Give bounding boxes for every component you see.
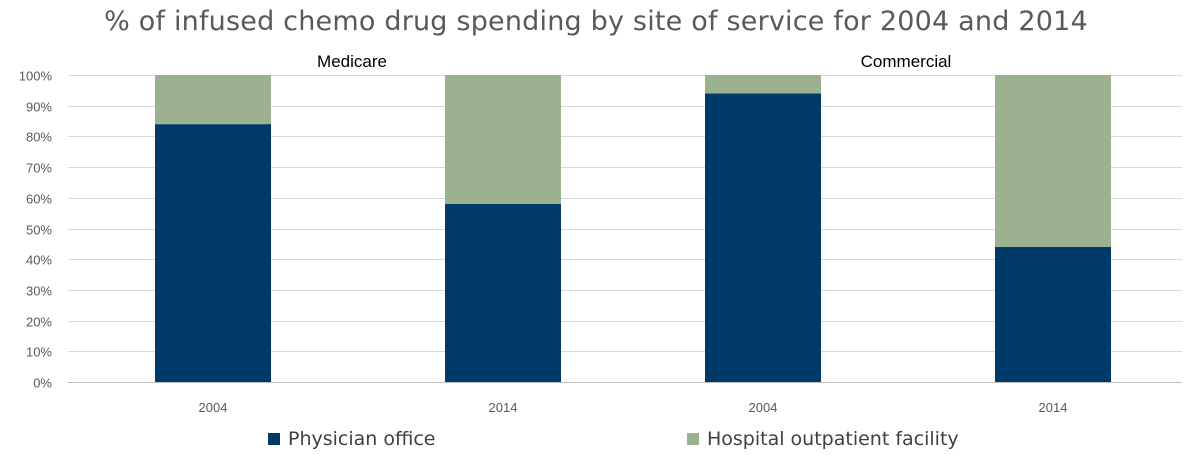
legend-item-hospital-outpatient: Hospital outpatient facility [687, 428, 959, 450]
y-tick-label: 70% [26, 161, 52, 176]
x-tick-label: 2014 [1039, 400, 1068, 415]
y-tick-label: 0% [33, 376, 52, 391]
bar-hospital-outpatient-commercial-2014 [995, 75, 1111, 247]
chart-title: % of infused chemo drug spending by site… [104, 6, 1088, 37]
bar-physician-office-medicare-2004 [155, 124, 271, 383]
bar-physician-office-medicare-2014 [445, 203, 561, 382]
y-tick-label: 60% [26, 192, 52, 207]
y-tick-label: 40% [26, 253, 52, 268]
y-tick-label: 10% [26, 345, 52, 360]
x-tick-label: 2014 [489, 400, 518, 415]
bar-physician-office-commercial-2014 [995, 246, 1111, 382]
legend-label-hospital-outpatient: Hospital outpatient facility [707, 428, 959, 450]
y-tick-label: 100% [19, 69, 53, 84]
y-tick-label: 90% [26, 100, 52, 115]
bar-hospital-outpatient-commercial-2004 [705, 75, 821, 94]
legend-swatch-physician-office [268, 433, 280, 445]
y-tick-label: 50% [26, 223, 52, 238]
legend-swatch-hospital-outpatient [687, 433, 699, 445]
panel-label-medicare: Medicare [317, 52, 387, 71]
bar-physician-office-commercial-2004 [705, 93, 821, 383]
bar-hospital-outpatient-medicare-2014 [445, 75, 561, 204]
x-tick-label: 2004 [199, 400, 228, 415]
y-tick-label: 20% [26, 315, 52, 330]
y-tick-label: 30% [26, 284, 52, 299]
bar-hospital-outpatient-medicare-2004 [155, 75, 271, 125]
legend-item-physician-office: Physician office [268, 428, 436, 450]
y-tick-label: 80% [26, 130, 52, 145]
x-tick-label: 2004 [749, 400, 778, 415]
legend: Physician office Hospital outpatient fac… [0, 428, 1192, 452]
panel-label-commercial: Commercial [861, 52, 952, 71]
legend-label-physician-office: Physician office [288, 428, 436, 450]
